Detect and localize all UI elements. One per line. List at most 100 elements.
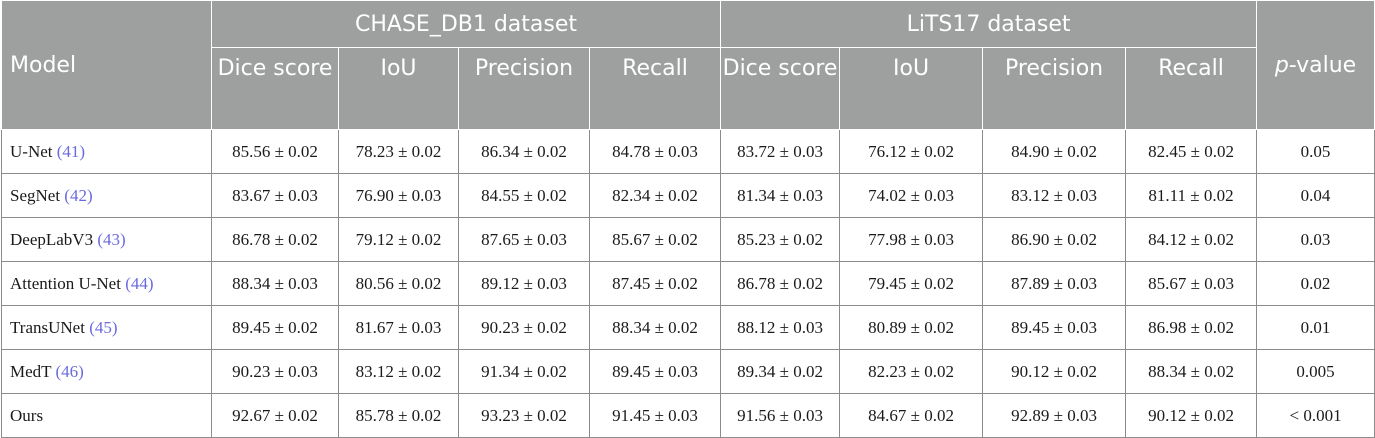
value-cell: 89.45 ± 0.03 [588, 349, 722, 394]
value-cell: 91.56 ± 0.03 [720, 393, 841, 438]
table-row: DeepLabV3 (43) 86.78 ± 0.02 79.12 ± 0.02… [1, 217, 1375, 262]
value-cell: 88.34 ± 0.02 [588, 305, 722, 350]
metric-header: IoU [338, 47, 459, 130]
value-cell: 81.34 ± 0.03 [720, 173, 841, 218]
value-cell: 76.12 ± 0.02 [839, 129, 984, 174]
value-cell: 79.45 ± 0.02 [839, 261, 984, 306]
value-cell: 86.90 ± 0.02 [982, 217, 1127, 262]
reference-link[interactable]: (43) [97, 229, 126, 249]
metric-header: IoU [839, 47, 984, 130]
model-name: MedT [10, 361, 52, 381]
reference-link[interactable]: (41) [56, 141, 86, 161]
value-cell: 89.12 ± 0.03 [458, 261, 590, 306]
model-name: TransUNet [10, 317, 85, 337]
model-cell: MedT (46) [1, 349, 212, 394]
value-cell: 86.78 ± 0.02 [211, 217, 339, 262]
value-cell: 93.23 ± 0.02 [458, 393, 590, 438]
value-cell: 76.90 ± 0.03 [338, 173, 459, 218]
value-cell: 84.67 ± 0.02 [839, 393, 984, 438]
pvalue-cell: 0.05 [1256, 129, 1375, 174]
value-cell: 81.11 ± 0.02 [1125, 173, 1258, 218]
value-cell: 83.72 ± 0.03 [720, 129, 841, 174]
value-cell: 83.12 ± 0.02 [338, 349, 459, 394]
pvalue-header-rest: -value [1288, 52, 1357, 78]
value-cell: 80.56 ± 0.02 [338, 261, 459, 306]
value-cell: 88.34 ± 0.03 [211, 261, 339, 306]
value-cell: 79.12 ± 0.02 [338, 217, 459, 262]
model-cell: SegNet (42) [1, 173, 212, 218]
value-cell: 74.02 ± 0.03 [839, 173, 984, 218]
value-cell: 85.67 ± 0.03 [1125, 261, 1258, 306]
metric-header: Precision [982, 47, 1127, 130]
value-cell: 90.12 ± 0.02 [1125, 393, 1258, 438]
pvalue-cell: 0.02 [1256, 261, 1375, 306]
value-cell: 90.23 ± 0.03 [211, 349, 339, 394]
model-cell: Ours [1, 393, 212, 438]
metric-header: Dice score [720, 47, 841, 130]
value-cell: 78.23 ± 0.02 [338, 129, 459, 174]
value-cell: 87.65 ± 0.03 [458, 217, 590, 262]
model-cell: Attention U-Net (44) [1, 261, 212, 306]
value-cell: 88.12 ± 0.03 [720, 305, 841, 350]
model-name: SegNet [10, 185, 61, 205]
pvalue-cell: 0.03 [1256, 217, 1375, 262]
value-cell: 85.56 ± 0.02 [211, 129, 339, 174]
table-row: Attention U-Net (44) 88.34 ± 0.03 80.56 … [1, 261, 1375, 306]
pvalue-header-italic: p [1274, 52, 1289, 78]
value-cell: 84.90 ± 0.02 [982, 129, 1127, 174]
value-cell: 80.89 ± 0.02 [839, 305, 984, 350]
reference-link[interactable]: (44) [125, 273, 154, 293]
value-cell: 90.23 ± 0.02 [458, 305, 590, 350]
model-header: Model [1, 0, 212, 130]
model-name: DeepLabV3 [10, 229, 94, 249]
reference-link[interactable]: (42) [64, 185, 93, 205]
model-cell: DeepLabV3 (43) [1, 217, 212, 262]
metric-header: Precision [458, 47, 590, 130]
value-cell: 86.78 ± 0.02 [720, 261, 841, 306]
value-cell: 85.23 ± 0.02 [720, 217, 841, 262]
table-row: MedT (46) 90.23 ± 0.03 83.12 ± 0.02 91.3… [1, 349, 1375, 394]
value-cell: 87.45 ± 0.02 [588, 261, 722, 306]
value-cell: 82.23 ± 0.02 [839, 349, 984, 394]
value-cell: 86.98 ± 0.02 [1125, 305, 1258, 350]
value-cell: 89.45 ± 0.02 [211, 305, 339, 350]
table-row: U-Net (41) 85.56 ± 0.02 78.23 ± 0.02 86.… [1, 129, 1375, 174]
table-row: Ours 92.67 ± 0.02 85.78 ± 0.02 93.23 ± 0… [1, 393, 1375, 438]
reference-link[interactable]: (46) [55, 361, 84, 381]
model-name: Ours [10, 405, 44, 425]
model-name: Attention U-Net [10, 273, 121, 293]
value-cell: 81.67 ± 0.03 [338, 305, 459, 350]
value-cell: 91.45 ± 0.03 [588, 393, 722, 438]
metric-header: Recall [588, 47, 722, 130]
reference-link[interactable]: (45) [89, 317, 118, 337]
pvalue-cell: 0.005 [1256, 349, 1375, 394]
value-cell: 90.12 ± 0.02 [982, 349, 1127, 394]
value-cell: 86.34 ± 0.02 [458, 129, 590, 174]
value-cell: 89.34 ± 0.02 [720, 349, 841, 394]
value-cell: 85.67 ± 0.02 [588, 217, 722, 262]
metric-header: Recall [1125, 47, 1258, 130]
value-cell: 87.89 ± 0.03 [982, 261, 1127, 306]
model-cell: TransUNet (45) [1, 305, 212, 350]
value-cell: 83.67 ± 0.03 [211, 173, 339, 218]
value-cell: 92.67 ± 0.02 [211, 393, 339, 438]
value-cell: 89.45 ± 0.03 [982, 305, 1127, 350]
value-cell: 91.34 ± 0.02 [458, 349, 590, 394]
pvalue-cell: < 0.001 [1256, 393, 1375, 438]
value-cell: 88.34 ± 0.02 [1125, 349, 1258, 394]
model-cell: U-Net (41) [1, 129, 212, 174]
pvalue-header: p-value [1256, 0, 1375, 130]
metric-header: Dice score [211, 47, 339, 130]
value-cell: 82.34 ± 0.02 [588, 173, 722, 218]
model-name: U-Net [10, 141, 53, 161]
value-cell: 83.12 ± 0.03 [982, 173, 1127, 218]
chase-db1-group-header: CHASE_DB1 dataset [210, 0, 722, 48]
value-cell: 85.78 ± 0.02 [338, 393, 459, 438]
table-row: TransUNet (45) 89.45 ± 0.02 81.67 ± 0.03… [1, 305, 1375, 350]
value-cell: 92.89 ± 0.03 [982, 393, 1127, 438]
table-row: SegNet (42) 83.67 ± 0.03 76.90 ± 0.03 84… [1, 173, 1375, 218]
value-cell: 82.45 ± 0.02 [1125, 129, 1258, 174]
value-cell: 84.55 ± 0.02 [458, 173, 590, 218]
pvalue-cell: 0.04 [1256, 173, 1375, 218]
